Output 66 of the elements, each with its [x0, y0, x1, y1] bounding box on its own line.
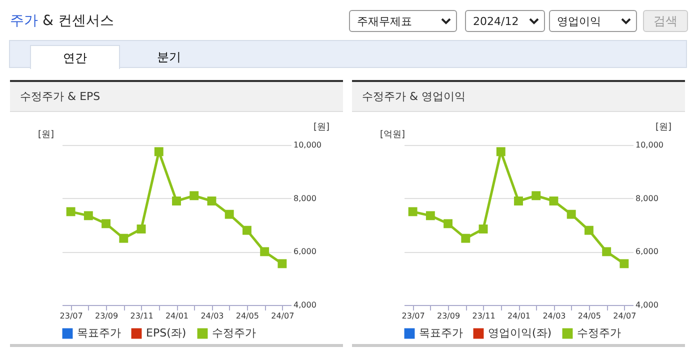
point [242, 226, 252, 235]
x-tick-label: 23/09 [437, 312, 460, 320]
tab[interactable]: 분기 [124, 45, 214, 69]
y2-tick-label: 6,000 [636, 247, 658, 256]
point [478, 224, 488, 234]
point [172, 196, 181, 206]
y2-tick-label: 4,000 [294, 300, 316, 310]
y2-tick-label: 6,000 [294, 247, 316, 256]
legend-label: 목표주가 [77, 326, 121, 340]
point [84, 211, 93, 220]
point [154, 147, 164, 156]
dropdown[interactable]: 영업이익 [549, 10, 637, 32]
point [444, 219, 453, 228]
point [532, 191, 541, 200]
x-tick-label: 23/07 [402, 312, 425, 320]
point [224, 210, 234, 219]
tab[interactable]: 연간 [30, 45, 120, 69]
point [260, 247, 270, 256]
point [566, 210, 576, 219]
x-tick-label: 24/03 [200, 312, 224, 320]
chart-title: 수정주가 & 영업이익 [352, 80, 685, 112]
y2-tick-label: 8,000 [636, 194, 658, 203]
x-tick-label: 24/01 [165, 312, 189, 320]
legend-label: 목표주가 [419, 326, 463, 340]
legend-label: 수정주가 [577, 326, 621, 340]
x-tick-label: 24/03 [542, 312, 566, 320]
point [461, 234, 470, 243]
x-tick-label: 23/07 [60, 312, 83, 320]
y2-tick-label: 8,000 [294, 194, 316, 203]
point [602, 247, 612, 256]
legend-label: 영업이익(좌) [488, 326, 552, 340]
point [426, 211, 435, 220]
x-tick-label: 24/07 [271, 312, 294, 320]
y2-tick-label: 4,000 [636, 300, 658, 310]
x-tick-label: 23/09 [95, 312, 118, 320]
y2-tick-label: 10,000 [294, 140, 322, 150]
point [408, 207, 418, 216]
y2-tick-label: 10,000 [636, 140, 664, 150]
x-tick-label: 24/01 [507, 312, 531, 320]
x-tick-label: 24/05 [578, 312, 601, 320]
y2-axis-title: [원] [313, 122, 330, 132]
dropdown[interactable]: 주재무제표 [349, 10, 457, 32]
point [584, 226, 594, 235]
text: 주가 & 컨센서스 [10, 12, 114, 30]
dropdown[interactable]: 2024/12 [465, 10, 545, 32]
x-tick-label: 23/11 [472, 312, 496, 320]
point [119, 234, 128, 243]
point [207, 196, 216, 206]
point [278, 259, 287, 268]
point [620, 259, 629, 268]
x-tick-label: 24/05 [236, 312, 259, 320]
y-axis-title: [원] [38, 129, 54, 141]
x-tick-label: 24/07 [613, 312, 636, 320]
y-axis-title: [억원] [380, 129, 406, 141]
legend-label: 수정주가 [212, 326, 256, 340]
point [66, 207, 76, 216]
legend-label: EPS(좌) [146, 326, 186, 340]
point [102, 219, 111, 228]
chart-title: 수정주가 & EPS [10, 80, 343, 112]
point [136, 224, 146, 234]
x-tick-label: 23/11 [130, 312, 154, 320]
point [549, 196, 558, 206]
point [190, 191, 199, 200]
point [496, 147, 506, 156]
point [514, 196, 523, 206]
y2-axis-title: [원] [655, 122, 672, 132]
